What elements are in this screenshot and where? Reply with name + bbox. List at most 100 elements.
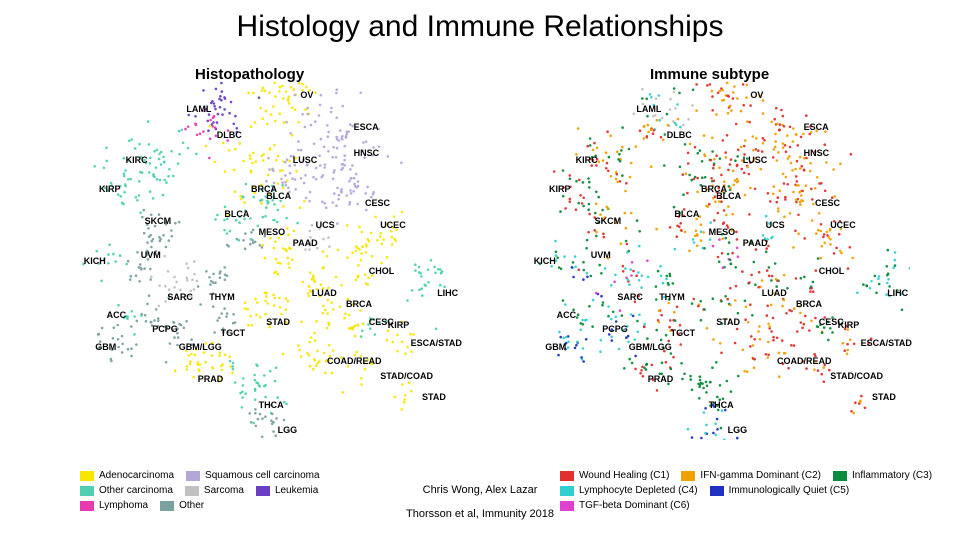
scatter-point [772,339,775,342]
scatter-point [695,83,698,86]
scatter-point [223,229,226,232]
legend-label: Adenocarcinoma [99,470,174,481]
scatter-point [835,247,838,250]
scatter-point [810,287,813,290]
scatter-point [133,333,136,336]
cluster-label: STAD [872,392,896,402]
scatter-point [424,284,427,287]
scatter-point [294,109,297,112]
scatter-point [297,140,300,143]
scatter-point [766,269,769,272]
cluster-label: MESO [259,227,286,237]
scatter-point [330,111,333,114]
scatter-point [190,338,193,341]
scatter-point [821,331,824,334]
cluster-label: ESCA [354,122,379,132]
scatter-point [730,390,733,393]
scatter-point [223,219,226,222]
scatter-point [297,344,300,347]
scatter-point [372,193,375,196]
cluster-label: GBM [95,342,116,352]
scatter-point [262,159,265,162]
scatter-point [737,375,740,378]
scatter-point [187,125,190,128]
scatter-point [777,196,780,199]
scatter-point [792,246,795,249]
scatter-point [223,108,226,111]
scatter-point [833,252,836,255]
scatter-point [254,379,257,382]
scatter-point [581,319,584,322]
scatter-point [177,162,180,165]
scatter-point [273,144,276,147]
scatter-point [286,227,289,230]
scatter-point [252,422,255,425]
scatter-point [250,421,253,424]
scatter-point [731,252,734,255]
scatter-point [607,305,610,308]
scatter-point [149,157,152,160]
scatter-point [254,241,257,244]
scatter-point [821,245,824,248]
scatter-point [232,313,235,316]
scatter-point [421,294,424,297]
scatter-point [223,96,226,99]
scatter-point [874,275,877,278]
scatter-point [204,361,207,364]
scatter-point [820,257,823,260]
scatter-point [320,283,323,286]
scatter-point [404,394,407,397]
scatter-point [218,317,221,320]
scatter-point [755,148,758,151]
scatter-point [638,245,641,248]
scatter-point [814,317,817,320]
scatter-point [190,353,193,356]
scatter-point [205,270,208,273]
scatter-point [359,92,362,95]
scatter-point [577,313,580,316]
scatter-point [698,386,701,389]
scatter-point [229,360,232,363]
scatter-point [269,237,272,240]
scatter-point [636,320,639,323]
cluster-label: UCEC [380,220,406,230]
scatter-point [298,82,301,85]
scatter-point [123,172,126,175]
scatter-point [853,412,856,415]
scatter-point [832,168,835,171]
scatter-point [242,160,245,163]
scatter-point [740,146,743,149]
scatter-point [315,364,318,367]
scatter-point [705,391,708,394]
scatter-point [639,129,642,132]
scatter-point [734,266,737,269]
scatter-point [672,120,675,123]
scatter-point [352,190,355,193]
scatter-point [177,336,180,339]
scatter-point [139,212,142,215]
scatter-point [733,85,736,88]
scatter-point [173,276,176,279]
scatter-point [778,128,781,131]
scatter-point [148,143,151,146]
scatter-point [582,181,585,184]
scatter-point [610,318,613,321]
scatter-point [802,133,805,136]
scatter-point [149,190,152,193]
scatter-point [656,389,659,392]
page-title: Histology and Immune Relationships [0,10,960,44]
scatter-point [713,158,716,161]
scatter-point [272,294,275,297]
scatter-point [312,176,315,179]
scatter-point [256,301,259,304]
scatter-point [554,240,557,243]
scatter-point [156,149,159,152]
scatter-point [618,153,621,156]
scatter-point [795,175,798,178]
scatter-point [300,177,303,180]
scatter-point [274,82,277,85]
scatter-point [278,237,281,240]
scatter-point [687,152,690,155]
cluster-label: BLCA [266,191,291,201]
scatter-point [846,349,849,352]
